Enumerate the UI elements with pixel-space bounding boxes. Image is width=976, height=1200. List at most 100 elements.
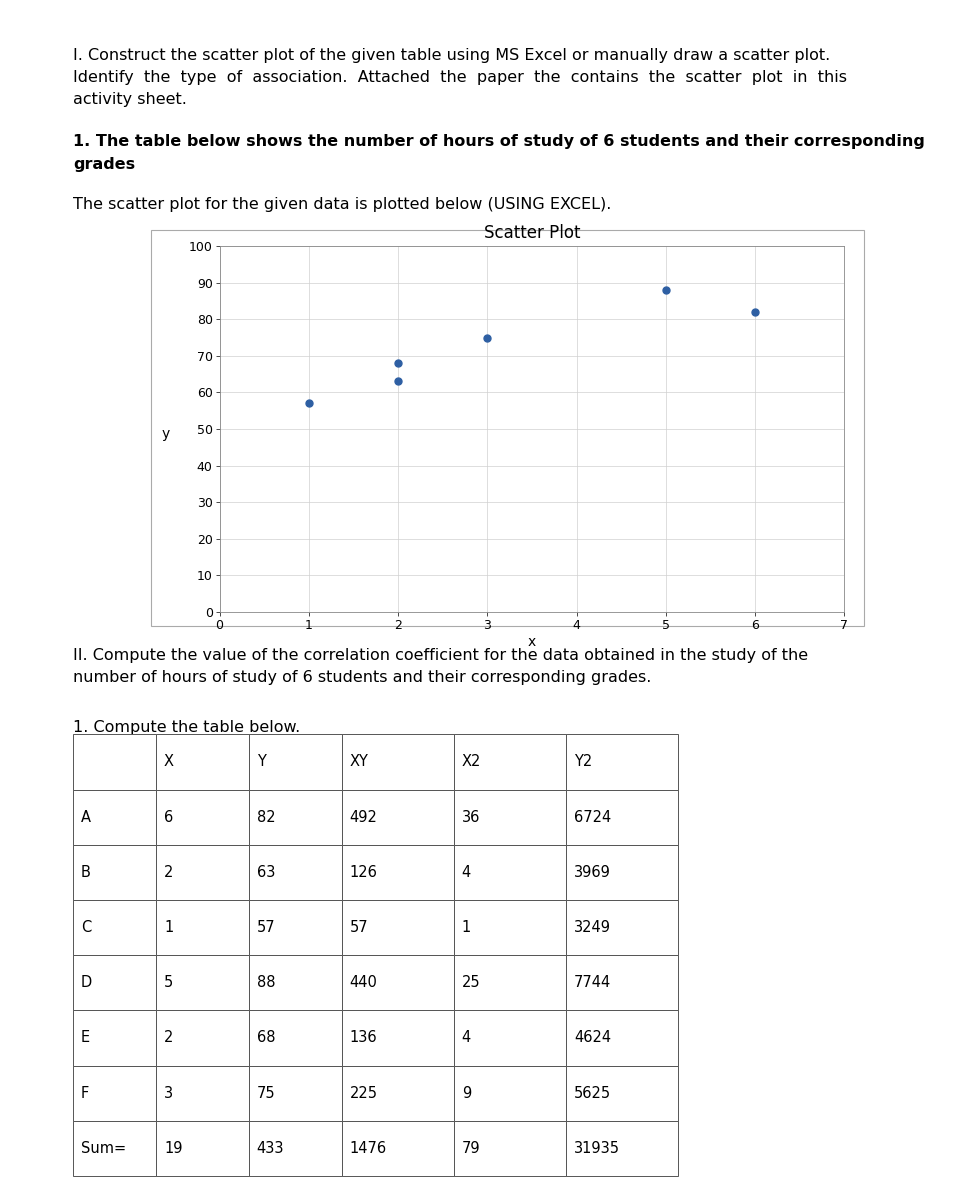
Text: 9: 9	[462, 1086, 470, 1100]
Point	[390, 354, 406, 373]
Bar	[342, 790, 454, 845]
Bar	[566, 955, 678, 1010]
Text: 5: 5	[164, 976, 173, 990]
Bar	[454, 1066, 566, 1121]
Bar	[454, 1121, 566, 1176]
Text: 1. The table below shows the number of hours of study of 6 students and their co: 1. The table below shows the number of h…	[73, 134, 925, 172]
Bar	[566, 1121, 678, 1176]
Bar	[249, 1010, 342, 1066]
Bar	[566, 734, 678, 790]
Bar	[151, 230, 864, 626]
Text: Y: Y	[257, 755, 265, 769]
Point	[301, 394, 316, 413]
Text: y: y	[162, 427, 170, 442]
Text: 225: 225	[349, 1086, 378, 1100]
Text: 5625: 5625	[574, 1086, 611, 1100]
Bar	[342, 900, 454, 955]
Text: 492: 492	[349, 810, 378, 824]
Text: F: F	[81, 1086, 89, 1100]
Text: Sum=: Sum=	[81, 1141, 126, 1156]
Bar	[566, 1066, 678, 1121]
Bar	[566, 845, 678, 900]
Text: 1. Compute the table below.: 1. Compute the table below.	[73, 720, 301, 734]
Text: X: X	[164, 755, 174, 769]
Bar	[342, 1121, 454, 1176]
Bar	[73, 955, 156, 1010]
Text: 79: 79	[462, 1141, 480, 1156]
Text: D: D	[81, 976, 93, 990]
Text: 440: 440	[349, 976, 378, 990]
Text: 4624: 4624	[574, 1031, 611, 1045]
Text: A: A	[81, 810, 91, 824]
Bar	[73, 1121, 156, 1176]
Text: 7744: 7744	[574, 976, 611, 990]
Text: 57: 57	[349, 920, 368, 935]
Text: 2: 2	[164, 1031, 174, 1045]
Bar	[566, 790, 678, 845]
X-axis label: x: x	[528, 635, 536, 649]
Text: 136: 136	[349, 1031, 377, 1045]
Text: XY: XY	[349, 755, 368, 769]
Text: 63: 63	[257, 865, 275, 880]
Text: 1: 1	[164, 920, 173, 935]
Bar	[454, 790, 566, 845]
Bar	[342, 1010, 454, 1066]
Bar	[73, 845, 156, 900]
Bar	[249, 1121, 342, 1176]
Bar	[342, 845, 454, 900]
Text: 19: 19	[164, 1141, 183, 1156]
Text: B: B	[81, 865, 91, 880]
Bar	[156, 900, 249, 955]
Text: E: E	[81, 1031, 90, 1045]
Bar	[156, 790, 249, 845]
Bar	[156, 1066, 249, 1121]
Bar	[454, 1010, 566, 1066]
Text: 3969: 3969	[574, 865, 611, 880]
Bar	[156, 1010, 249, 1066]
Bar	[249, 1066, 342, 1121]
Point	[658, 281, 673, 300]
Text: 126: 126	[349, 865, 378, 880]
Text: 75: 75	[257, 1086, 275, 1100]
Text: 36: 36	[462, 810, 480, 824]
Bar	[249, 900, 342, 955]
Bar	[454, 900, 566, 955]
Bar	[73, 790, 156, 845]
Bar	[156, 845, 249, 900]
Bar	[156, 955, 249, 1010]
Bar	[73, 1066, 156, 1121]
Bar	[566, 900, 678, 955]
Text: 1476: 1476	[349, 1141, 386, 1156]
Text: 6: 6	[164, 810, 173, 824]
Text: 82: 82	[257, 810, 275, 824]
Text: 4: 4	[462, 865, 470, 880]
Bar	[249, 734, 342, 790]
Text: 3: 3	[164, 1086, 173, 1100]
Text: 57: 57	[257, 920, 275, 935]
Bar	[156, 734, 249, 790]
Text: 433: 433	[257, 1141, 284, 1156]
Bar	[342, 1066, 454, 1121]
Text: 31935: 31935	[574, 1141, 620, 1156]
Text: 3249: 3249	[574, 920, 611, 935]
Bar	[342, 955, 454, 1010]
Text: Y2: Y2	[574, 755, 592, 769]
Bar	[73, 734, 156, 790]
Text: 2: 2	[164, 865, 174, 880]
Bar	[566, 1010, 678, 1066]
Bar	[454, 955, 566, 1010]
Text: C: C	[81, 920, 92, 935]
Text: I. Construct the scatter plot of the given table using MS Excel or manually draw: I. Construct the scatter plot of the giv…	[73, 48, 847, 108]
Bar	[342, 734, 454, 790]
Text: II. Compute the value of the correlation coefficient for the data obtained in th: II. Compute the value of the correlation…	[73, 648, 808, 685]
Text: The scatter plot for the given data is plotted below (USING EXCEL).: The scatter plot for the given data is p…	[73, 197, 612, 211]
Bar	[156, 1121, 249, 1176]
Bar	[249, 790, 342, 845]
Point	[479, 328, 495, 347]
Text: 6724: 6724	[574, 810, 611, 824]
Title: Scatter Plot: Scatter Plot	[484, 223, 580, 241]
Bar	[249, 845, 342, 900]
Bar	[249, 955, 342, 1010]
Bar	[73, 1010, 156, 1066]
Text: X2: X2	[462, 755, 481, 769]
